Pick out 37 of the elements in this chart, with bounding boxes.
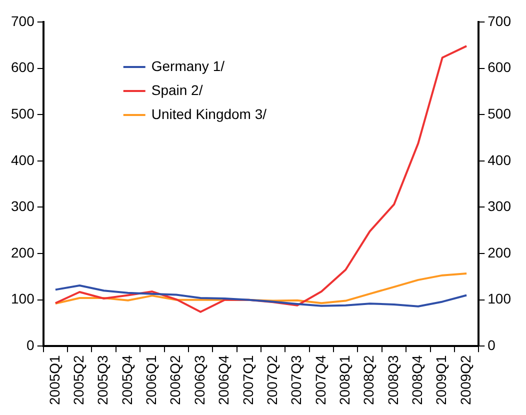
x-tick-label: 2008Q3 [384, 354, 401, 406]
x-tick-label: 2007Q3 [288, 354, 304, 406]
y2-tick-label: 600 [488, 59, 512, 76]
x-tick-label: 2008Q1 [336, 354, 352, 406]
y2-tick-label: 300 [488, 198, 512, 214]
y-tick-label: 300 [11, 198, 35, 214]
y2-tick-label: 700 [488, 12, 512, 29]
legend-label: United Kingdom 3/ [151, 106, 267, 122]
x-tick-label: 2007Q1 [240, 354, 256, 406]
x-tick-label: 2006Q4 [216, 354, 232, 406]
y2-tick-label: 0 [488, 337, 496, 354]
x-tick-label: 2007Q4 [312, 354, 328, 406]
x-tick-label: 2006Q3 [191, 354, 208, 406]
y2-tick-label: 400 [488, 152, 512, 168]
x-tick-label: 2009Q1 [433, 354, 450, 406]
y-tick-label: 500 [11, 105, 35, 122]
y-tick-label: 400 [11, 152, 35, 168]
x-tick-label: 2006Q2 [167, 354, 184, 406]
y-tick-label: 600 [11, 59, 35, 76]
x-tick-label: 2008Q2 [360, 354, 377, 406]
x-tick-label: 2005Q4 [118, 354, 135, 406]
y2-tick-label: 200 [488, 244, 512, 260]
legend-label: Spain 2/ [151, 82, 203, 98]
x-tick-label: 2008Q4 [409, 354, 426, 406]
y2-tick-label: 100 [488, 290, 512, 307]
legend-label: Germany 1/ [151, 58, 225, 74]
x-tick-label: 2007Q2 [264, 354, 280, 406]
y-tick-label: 200 [11, 244, 35, 260]
x-tick-label: 2005Q1 [46, 354, 62, 406]
y-tick-label: 100 [11, 290, 35, 307]
y-tick-label: 0 [26, 337, 35, 354]
y2-tick-label: 500 [488, 105, 512, 122]
x-tick-label: 2009Q2 [457, 354, 474, 406]
y-tick-label: 700 [11, 12, 35, 29]
x-tick-label: 2006Q1 [143, 354, 160, 406]
x-tick-label: 2005Q2 [70, 354, 86, 406]
x-tick-label: 2005Q3 [94, 354, 111, 406]
